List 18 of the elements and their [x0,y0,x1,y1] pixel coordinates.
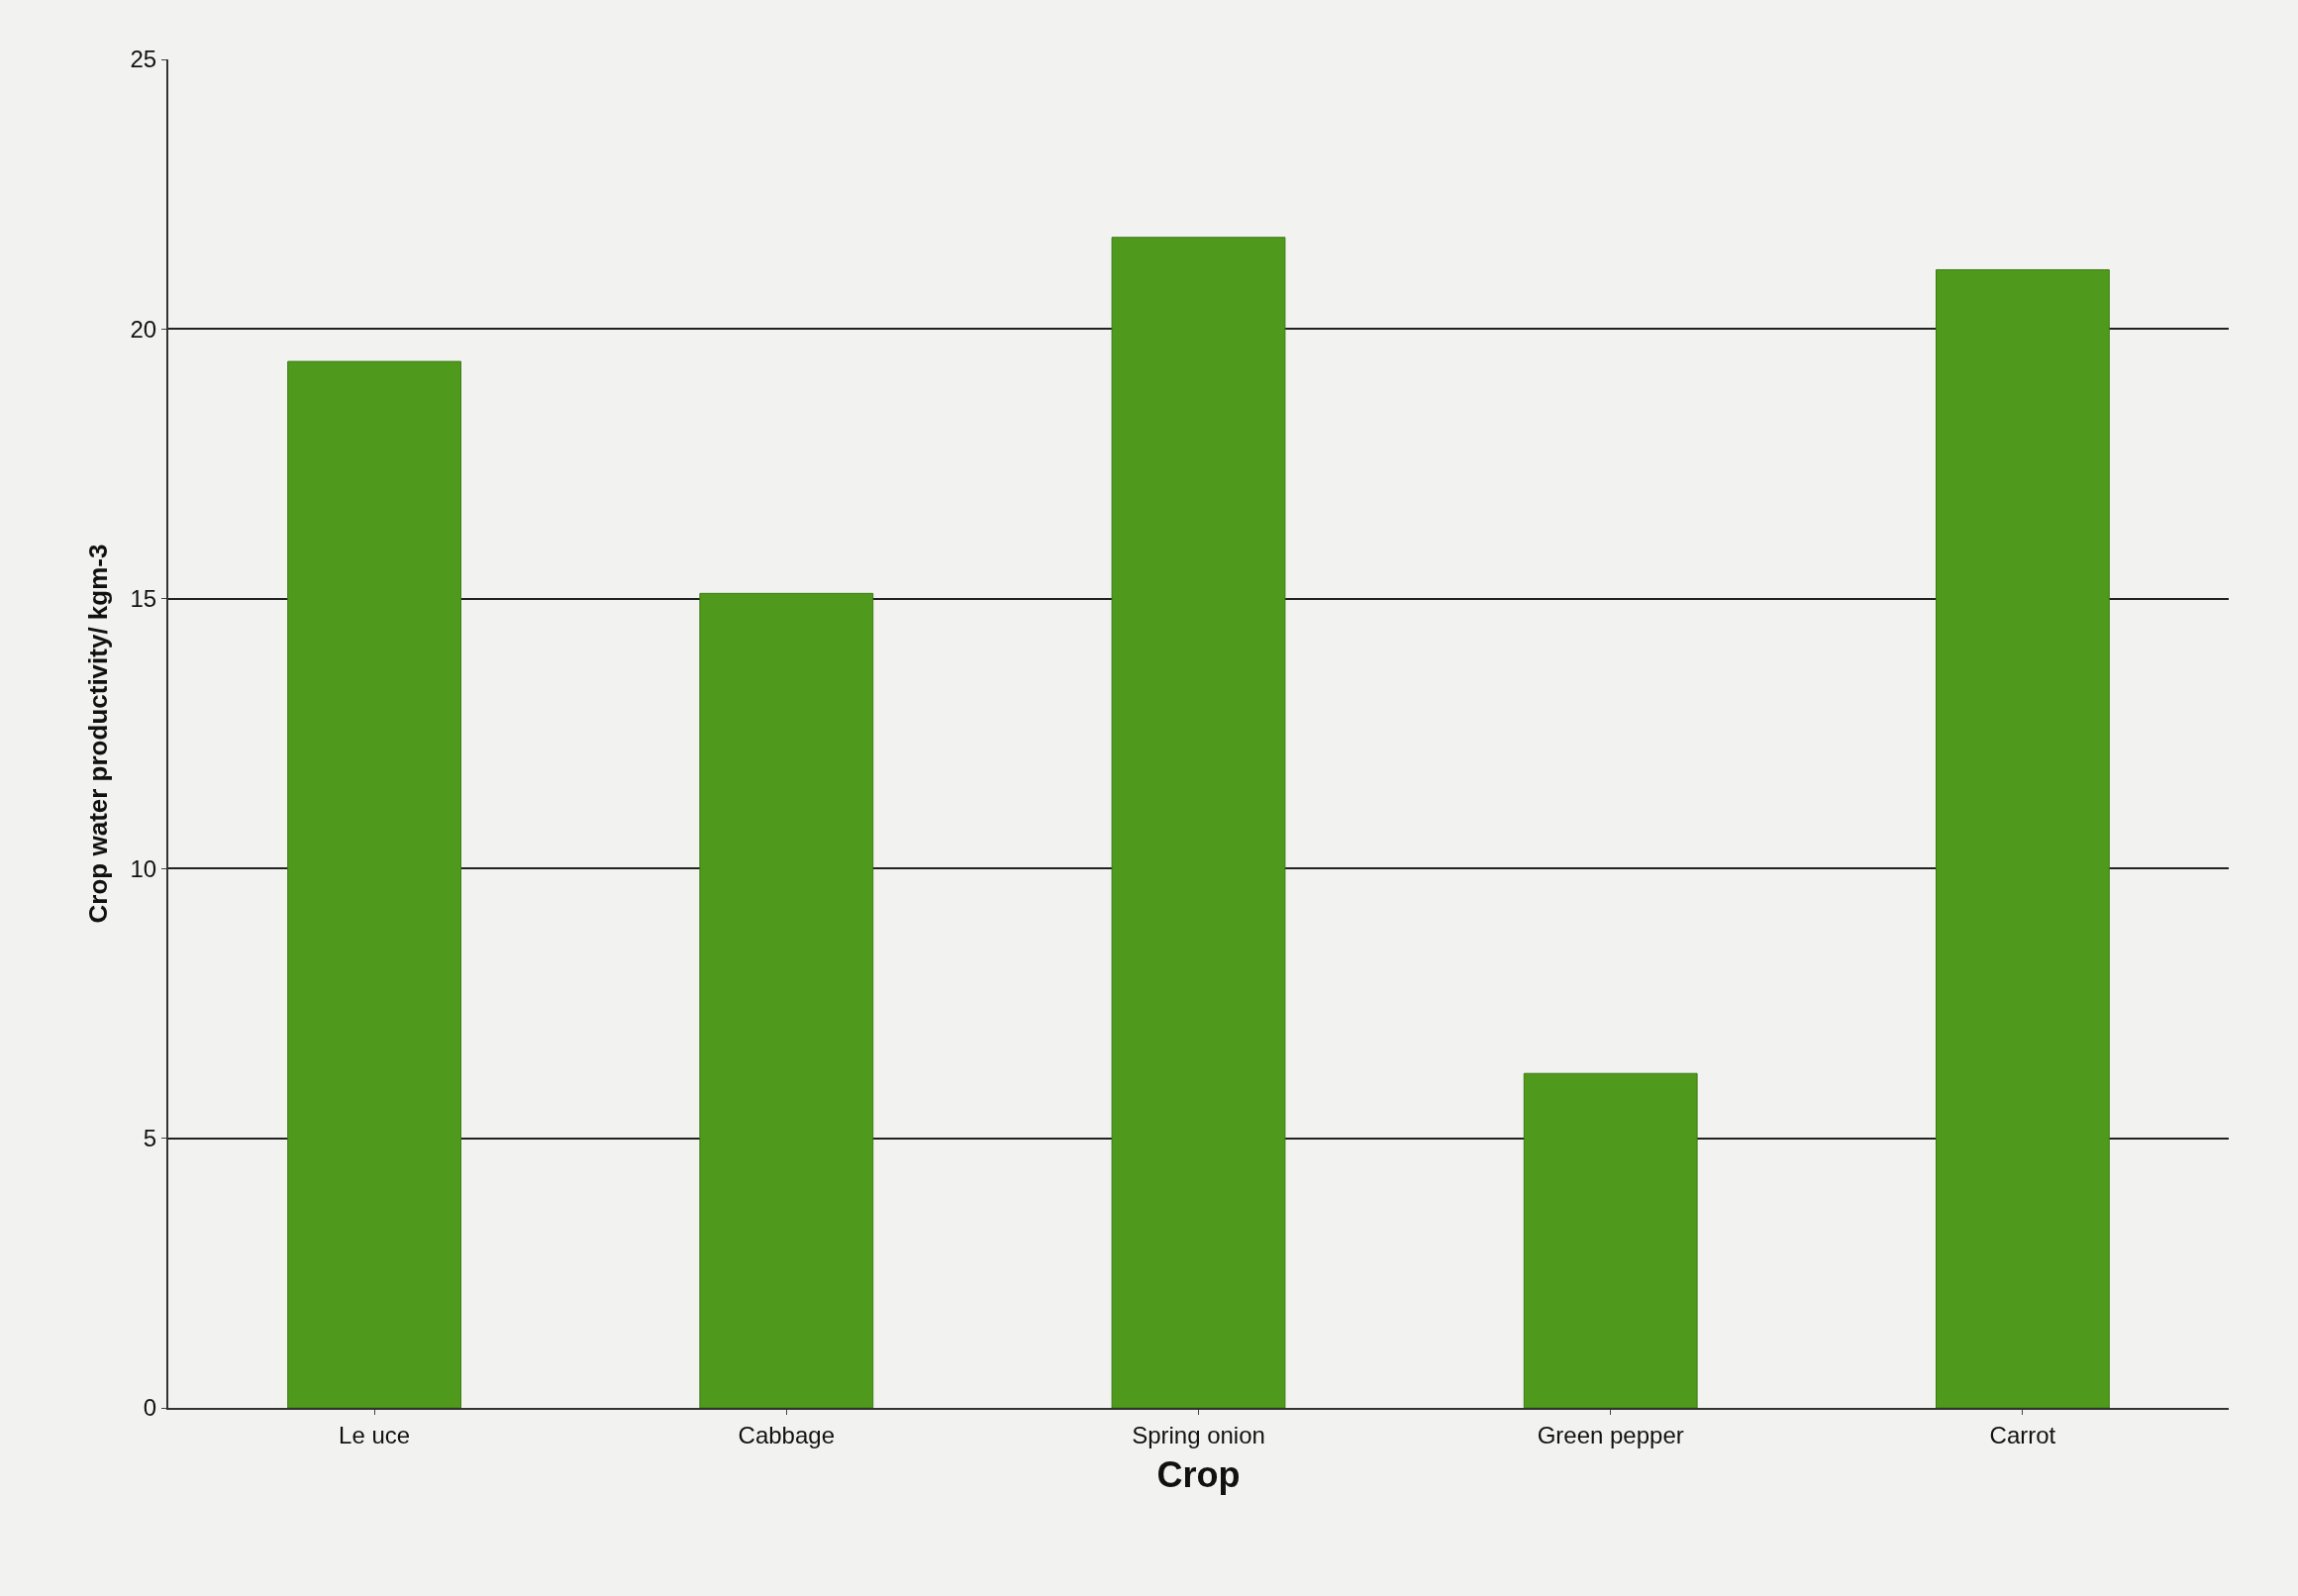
x-tick-label: Spring onion [1132,1421,1265,1448]
x-tick-label: Carrot [1989,1421,2056,1448]
y-tick-label: 20 [130,315,157,343]
bar [1111,237,1286,1408]
bar [1936,268,2110,1408]
y-tick-label: 5 [143,1125,157,1151]
x-axis-title: Crop [1156,1454,1241,1495]
y-tick-label: 10 [130,854,157,882]
y-axis-title: Crop water productivity/ kgm-3 [83,544,114,924]
x-tick-label: Cabbage [738,1421,836,1448]
x-tick-label: Le uce [339,1421,411,1448]
y-tick-label: 0 [143,1394,157,1422]
y-tick-label: 15 [130,585,157,613]
bar [287,360,461,1408]
x-tick-label: Green pepper [1537,1421,1684,1448]
y-tick-label: 25 [130,46,157,73]
bar [1523,1072,1698,1408]
bar [699,592,874,1408]
